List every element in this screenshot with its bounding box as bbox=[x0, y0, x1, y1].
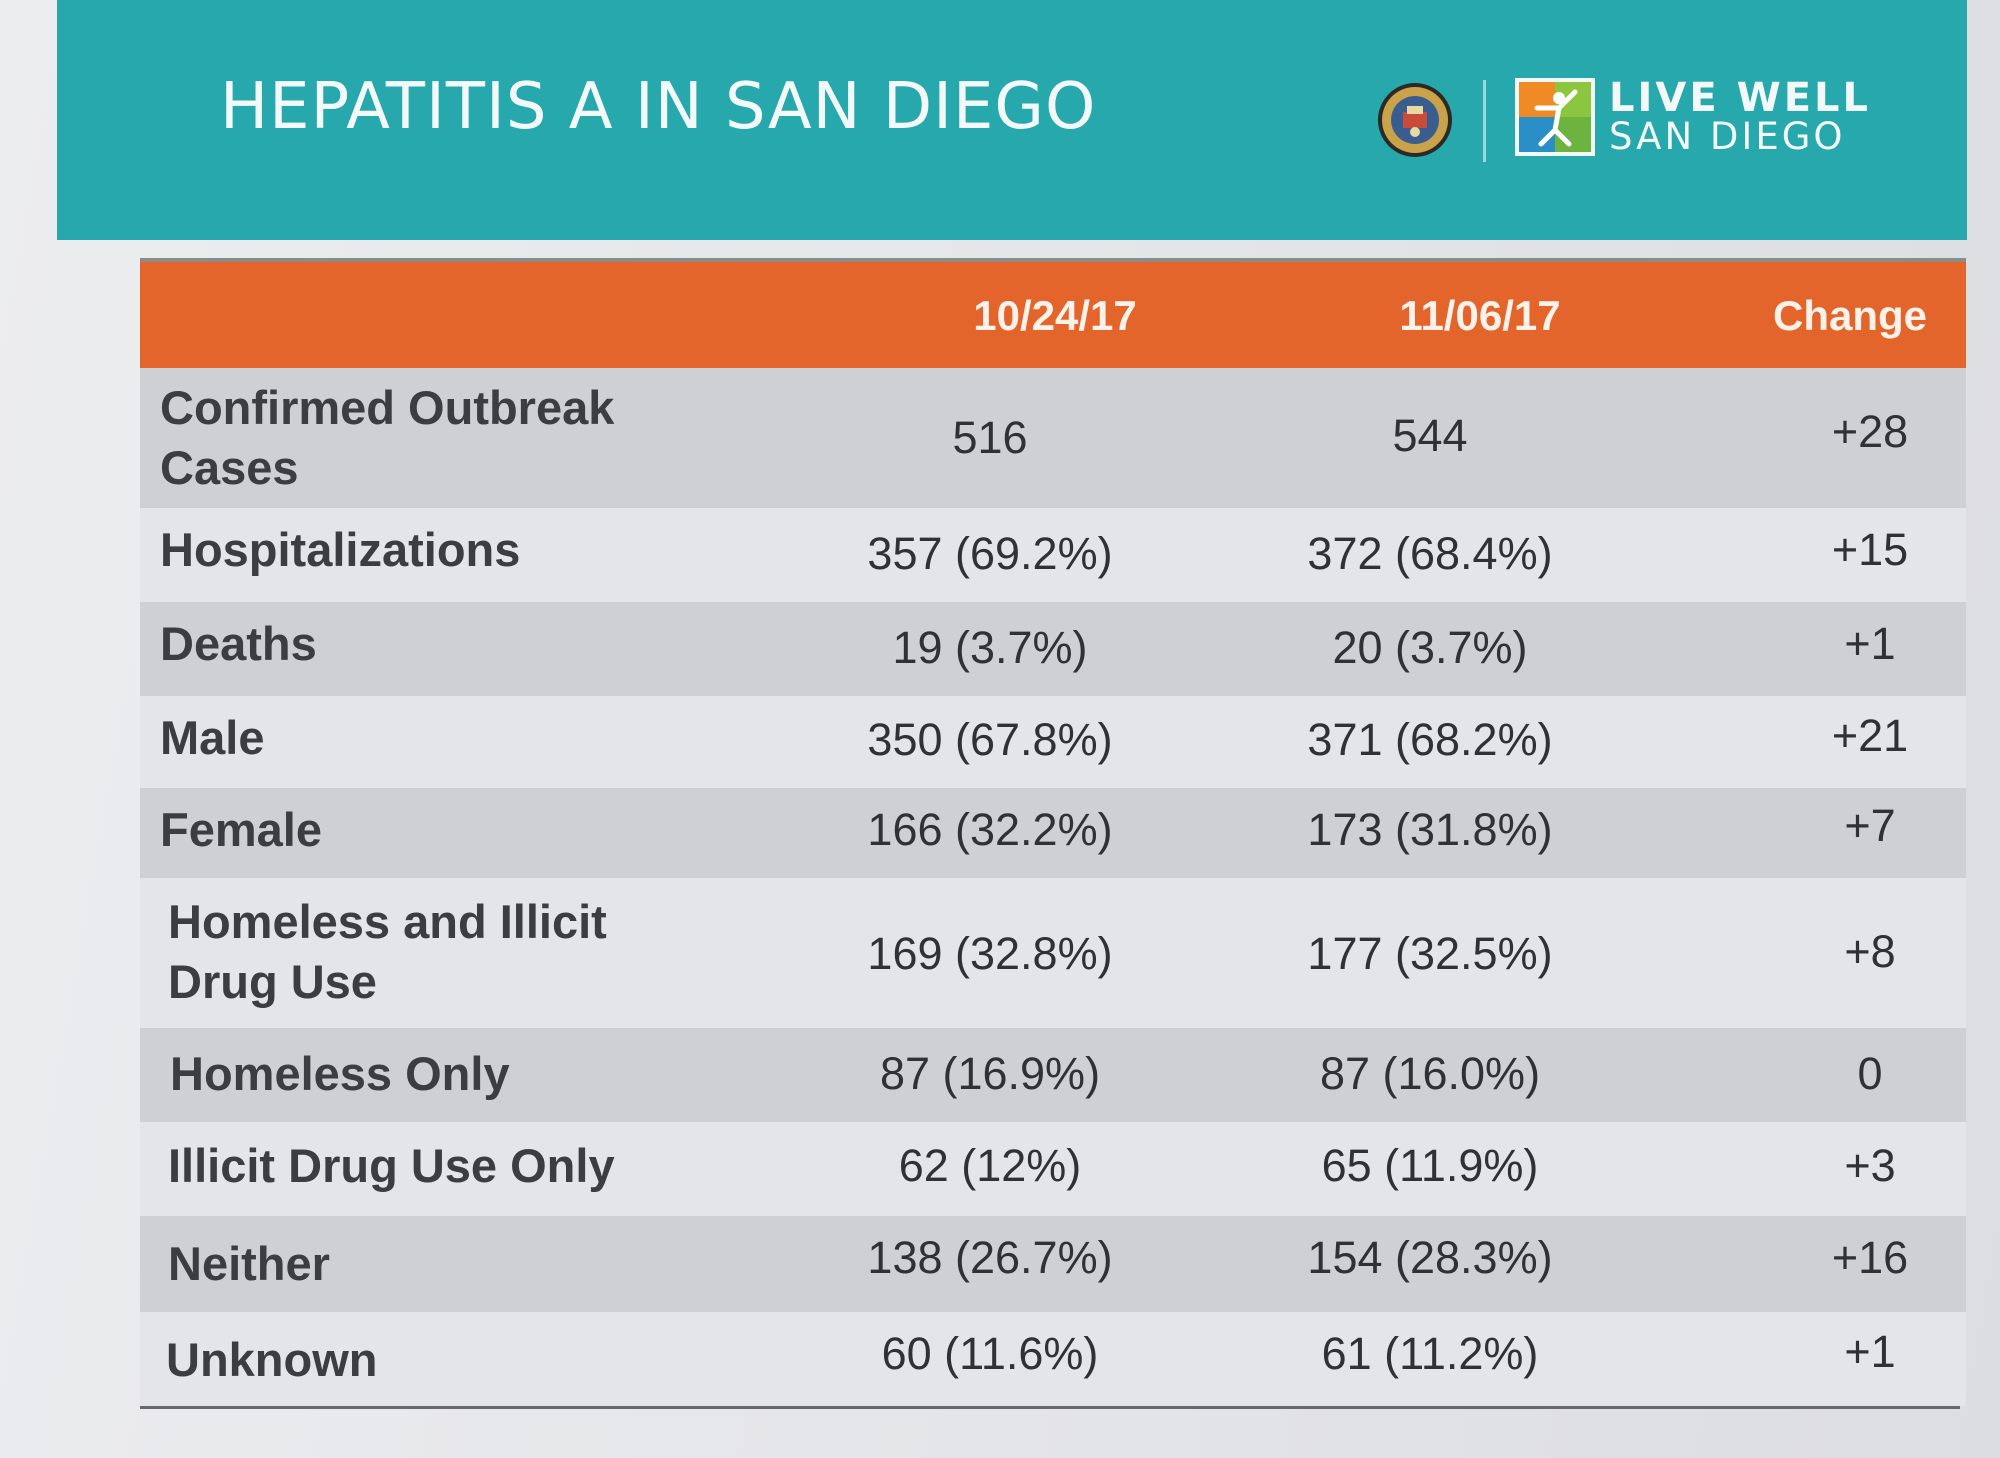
column-header-date-1: 10/24/17 bbox=[973, 292, 1137, 339]
value-change: +15 bbox=[1831, 524, 1909, 575]
county-seal-icon bbox=[1378, 83, 1452, 157]
table-bottom-rule bbox=[140, 1406, 1960, 1409]
table-row: Confirmed Outbreak Cases 516 544 +28 bbox=[140, 368, 1966, 508]
value-change: +1 bbox=[1844, 618, 1896, 669]
row-label: Illicit Drug Use Only bbox=[168, 1139, 615, 1192]
value-10-24-17: 60 (11.6%) bbox=[881, 1328, 1099, 1379]
row-label: Female bbox=[160, 803, 322, 856]
value-11-06-17: 372 (68.4%) bbox=[1307, 528, 1553, 579]
table-row: Unknown 60 (11.6%) 61 (11.2%) +1 bbox=[140, 1312, 1966, 1406]
table-row: Homeless and Illicit Drug Use 169 (32.8%… bbox=[140, 878, 1966, 1028]
hepatitis-table: 10/24/17 11/06/17 Change Confirmed Outbr… bbox=[140, 258, 1966, 1406]
value-11-06-17: 65 (11.9%) bbox=[1321, 1140, 1539, 1191]
value-10-24-17: 357 (69.2%) bbox=[867, 528, 1113, 579]
row-label: Neither bbox=[168, 1237, 330, 1290]
table-row: Hospitalizations 357 (69.2%) 372 (68.4%)… bbox=[140, 508, 1966, 602]
value-10-24-17: 87 (16.9%) bbox=[879, 1048, 1101, 1099]
value-11-06-17: 544 bbox=[1392, 410, 1468, 461]
value-change: +7 bbox=[1844, 800, 1896, 851]
row-label: Male bbox=[160, 711, 265, 764]
logo-line-1: LIVE WELL bbox=[1609, 75, 1871, 121]
table-row: Male 350 (67.8%) 371 (68.2%) +21 bbox=[140, 696, 1966, 788]
value-change: +28 bbox=[1831, 406, 1909, 457]
value-11-06-17: 173 (31.8%) bbox=[1307, 804, 1553, 855]
value-11-06-17: 20 (3.7%) bbox=[1332, 622, 1528, 673]
value-change: +16 bbox=[1831, 1232, 1909, 1283]
value-11-06-17: 87 (16.0%) bbox=[1319, 1048, 1541, 1099]
value-10-24-17: 166 (32.2%) bbox=[867, 804, 1113, 855]
value-10-24-17: 138 (26.7%) bbox=[867, 1232, 1113, 1283]
table-row: Deaths 19 (3.7%) 20 (3.7%) +1 bbox=[140, 602, 1966, 696]
column-header-change: Change bbox=[1772, 292, 1927, 339]
value-10-24-17: 62 (12%) bbox=[898, 1140, 1082, 1191]
value-11-06-17: 371 (68.2%) bbox=[1307, 714, 1553, 765]
value-10-24-17: 516 bbox=[952, 412, 1028, 463]
logo-line-2: SAN DIEGO bbox=[1609, 115, 1846, 158]
header-banner: HEPATITIS A IN SAN DIEGO LIVE WELL SAN D… bbox=[57, 0, 1967, 240]
row-label: Deaths bbox=[160, 617, 317, 670]
live-well-logo-icon bbox=[1515, 78, 1595, 156]
table-row: Female 166 (32.2%) 173 (31.8%) +7 bbox=[140, 788, 1966, 878]
row-label: Homeless and Illicit Drug Use bbox=[168, 895, 607, 1008]
header-divider bbox=[1483, 80, 1486, 162]
row-label: Unknown bbox=[166, 1333, 378, 1386]
page-title: HEPATITIS A IN SAN DIEGO bbox=[220, 70, 1097, 144]
value-10-24-17: 350 (67.8%) bbox=[867, 714, 1113, 765]
table-row: Neither 138 (26.7%) 154 (28.3%) +16 bbox=[140, 1216, 1966, 1312]
live-well-logo-text: LIVE WELL SAN DIEGO bbox=[1609, 78, 1871, 155]
value-change: +3 bbox=[1844, 1140, 1896, 1191]
value-10-24-17: 19 (3.7%) bbox=[892, 622, 1088, 673]
row-label: Hospitalizations bbox=[160, 523, 521, 576]
value-10-24-17: 169 (32.8%) bbox=[867, 928, 1113, 979]
column-header-date-2: 11/06/17 bbox=[1399, 292, 1561, 339]
value-change: +1 bbox=[1844, 1326, 1896, 1377]
value-change: 0 bbox=[1857, 1048, 1883, 1099]
table-header: 10/24/17 11/06/17 Change bbox=[140, 258, 1966, 368]
table-row: Illicit Drug Use Only 62 (12%) 65 (11.9%… bbox=[140, 1122, 1966, 1216]
value-11-06-17: 154 (28.3%) bbox=[1307, 1232, 1553, 1283]
value-change: +21 bbox=[1831, 710, 1909, 761]
value-11-06-17: 177 (32.5%) bbox=[1307, 928, 1553, 979]
row-label: Confirmed Outbreak Cases bbox=[160, 381, 615, 494]
value-11-06-17: 61 (11.2%) bbox=[1321, 1328, 1539, 1379]
row-label: Homeless Only bbox=[170, 1047, 510, 1100]
value-change: +8 bbox=[1844, 926, 1896, 977]
table-row: Homeless Only 87 (16.9%) 87 (16.0%) 0 bbox=[140, 1028, 1966, 1122]
